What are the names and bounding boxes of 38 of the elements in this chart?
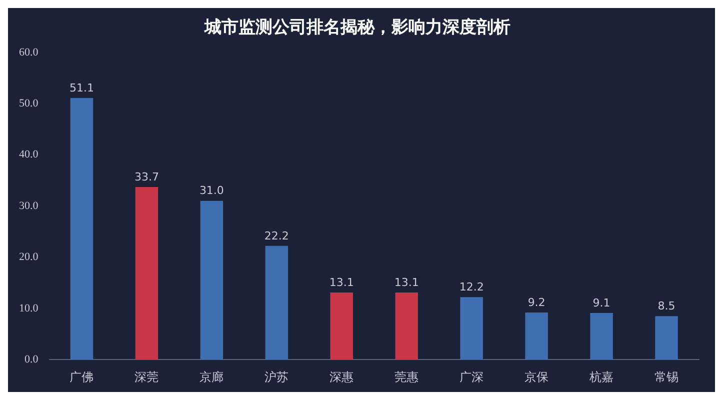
x-tick-label: 莞惠	[394, 370, 419, 384]
y-tick-label: 50.0	[19, 97, 39, 110]
bar	[395, 292, 418, 360]
data-label: 9.1	[592, 296, 610, 310]
data-label: 12.2	[459, 280, 484, 294]
data-label: 13.1	[329, 276, 354, 289]
y-tick-label: 20.0	[19, 251, 39, 264]
y-tick-label: 30.0	[19, 200, 39, 212]
bar	[70, 98, 94, 360]
bar	[525, 312, 548, 360]
bar	[135, 187, 158, 360]
x-tick-label: 深惠	[330, 370, 354, 384]
data-label: 33.7	[134, 170, 159, 184]
data-label: 8.5	[658, 299, 676, 312]
data-label: 51.1	[69, 81, 94, 94]
data-label: 13.1	[394, 276, 419, 289]
chart-title: 城市监测公司排名揭秘，影响力深度剖析	[204, 18, 510, 38]
bar	[590, 313, 613, 360]
x-tick-label: 常锡	[654, 370, 679, 384]
data-label: 31.0	[199, 184, 224, 198]
x-tick-label: 沪苏	[264, 370, 289, 384]
x-tick-label: 广佛	[70, 370, 94, 384]
bar	[655, 316, 678, 360]
y-tick-label: 10.0	[19, 302, 39, 314]
y-tick-label: 40.0	[19, 148, 39, 161]
x-tick-label: 深莞	[134, 370, 159, 384]
data-label: 9.2	[528, 296, 546, 309]
y-tick-label: 60.0	[19, 46, 39, 58]
bar	[200, 200, 224, 360]
bar	[460, 297, 483, 360]
x-tick-label: 杭嘉	[588, 370, 614, 384]
y-tick-label: 0.0	[24, 353, 39, 366]
bar	[330, 292, 354, 360]
x-tick-label: 广深	[460, 370, 484, 384]
data-label: 22.2	[264, 229, 289, 242]
x-tick-label: 京保	[524, 370, 549, 384]
x-tick-label: 京廊	[200, 370, 224, 384]
bar	[265, 246, 288, 360]
